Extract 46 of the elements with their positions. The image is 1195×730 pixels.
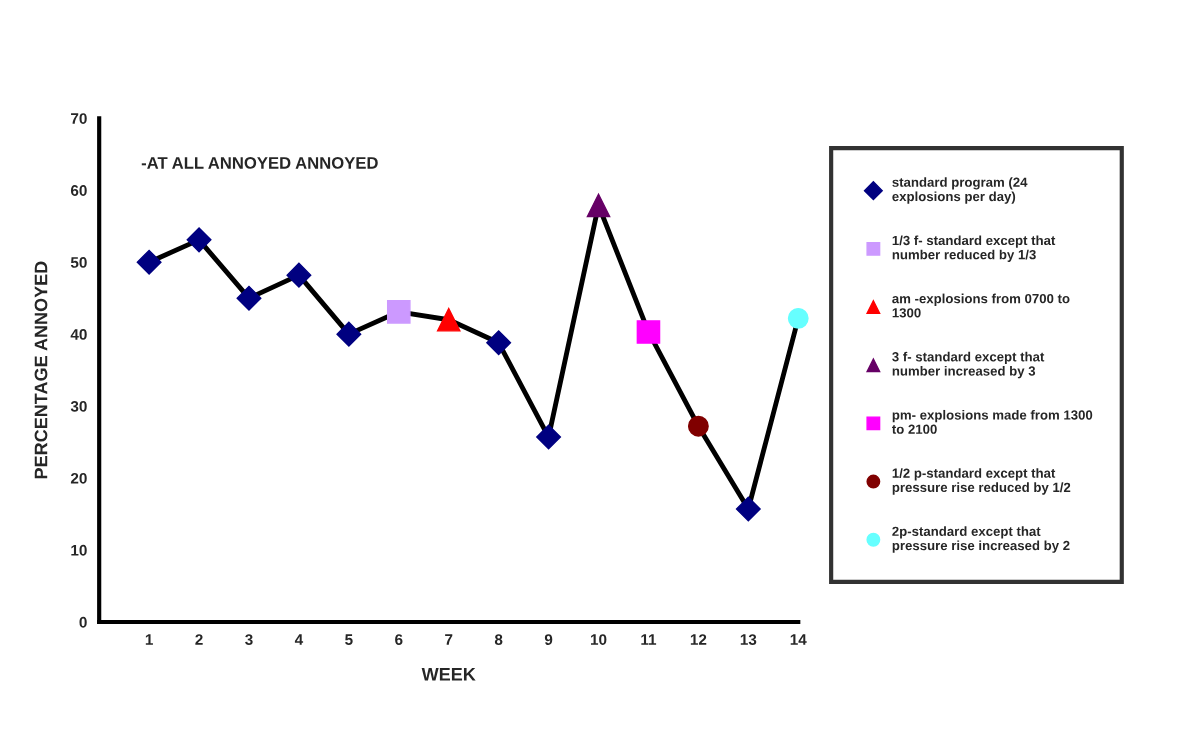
x-tick-label: 14 (790, 634, 807, 645)
point (687, 415, 709, 437)
legend-label: 2p-standard except that pressure rise increased by 2 (892, 526, 1070, 553)
y-axis-title: PERCENTAGE ANNOYED (34, 261, 48, 479)
legend-label: 1/2 p-standard except that pressure rise reduced by 1/2 (892, 468, 1071, 495)
legend-label: am -explosions from 0700 to 1300 (892, 293, 1070, 318)
y-tick-label: 20 (70, 472, 87, 484)
legend-label: standard program (24 explosions per day) (892, 177, 1028, 204)
x-axis-title: WEEK (421, 668, 476, 681)
point (536, 424, 562, 450)
legend-label: 3 f- standard except that number increased by 3 (892, 351, 1045, 379)
y-tick-label: 50 (70, 257, 87, 268)
x-tick-label: 2 (195, 634, 203, 645)
point (136, 249, 162, 275)
y-tick-label: 10 (71, 544, 87, 556)
y-tick-label: 30 (70, 400, 87, 412)
x-tick-label: 8 (494, 634, 503, 645)
x-tick-label: 11 (641, 634, 657, 645)
point (336, 321, 362, 347)
y-tick-label: 70 (71, 113, 87, 124)
point (586, 193, 611, 218)
annotation: -AT ALL ANNOYED ANNOYED (141, 156, 378, 169)
point (486, 330, 512, 356)
point (186, 227, 212, 253)
y-tick-label: 0 (79, 616, 87, 628)
x-tick-label: 10 (590, 634, 607, 645)
point (236, 285, 262, 311)
point (636, 320, 661, 344)
point (286, 262, 312, 288)
point (787, 307, 809, 329)
point (735, 496, 761, 522)
x-tick-label: 13 (740, 634, 757, 646)
y-tick-label: 60 (70, 185, 87, 196)
legend-label: pm- explosions made from 1300 to 2100 (892, 409, 1093, 434)
x-tick-label: 5 (345, 634, 353, 645)
point (436, 307, 461, 332)
x-tick-label: 4 (294, 634, 304, 645)
x-tick-label: 7 (445, 634, 453, 645)
y-tick-label: 40 (70, 329, 87, 340)
legend-label: 1/3 f- standard except that number reduced by 1/3 (892, 235, 1056, 262)
x-tick-label: 6 (395, 634, 403, 645)
x-tick-label: 3 (245, 634, 253, 646)
point (386, 300, 411, 324)
x-tick-label: 1 (145, 634, 153, 645)
x-tick-label: 12 (690, 634, 707, 645)
x-tick-label: 9 (544, 634, 553, 645)
